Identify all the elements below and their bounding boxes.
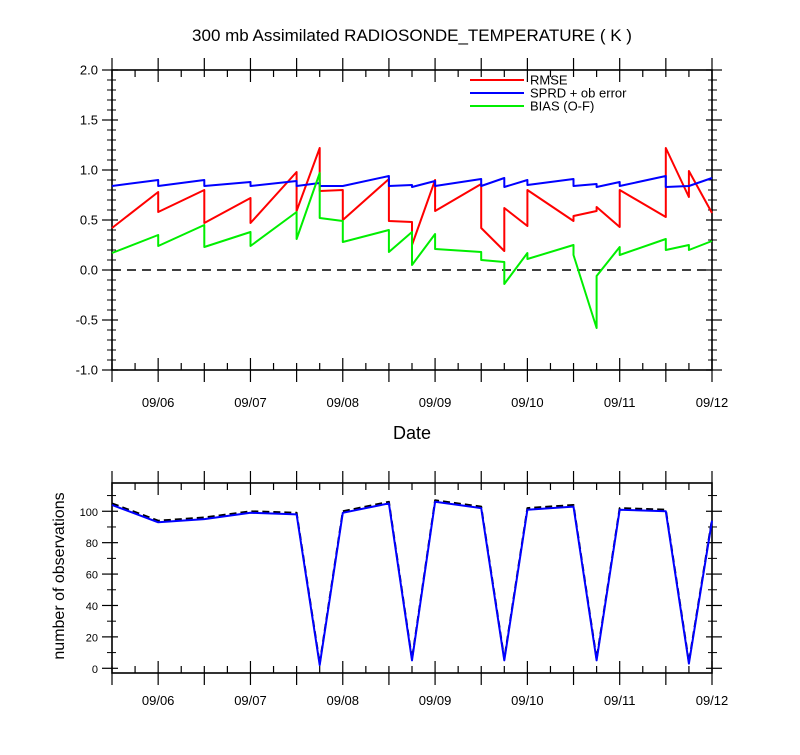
y-tick-label: 0 xyxy=(92,664,98,676)
x-tick-label: 09/08 xyxy=(326,395,359,410)
x-tick-label: 09/12 xyxy=(696,693,729,708)
chart-title: 300 mb Assimilated RADIOSONDE_TEMPERATUR… xyxy=(192,26,632,45)
y-tick-label: -0.5 xyxy=(76,313,98,328)
y-tick-label: 2.0 xyxy=(80,63,98,78)
series-line-0-2 xyxy=(111,172,713,329)
x-tick-label: 09/07 xyxy=(234,395,267,410)
x-tick-label: 09/09 xyxy=(419,395,452,410)
x-tick-label: 09/11 xyxy=(604,395,636,410)
x-tick-label: 09/06 xyxy=(142,395,175,410)
y-tick-label: 1.5 xyxy=(80,113,98,128)
y-tick-label: 60 xyxy=(86,570,98,582)
y-tick-label: 0.5 xyxy=(80,213,98,228)
x-tick-label: 09/12 xyxy=(696,395,729,410)
bottom-plot: 09/06 09/07 09/08 09/09 09/10 09/11 09/12 100 80… xyxy=(80,471,729,708)
legend-label-1: SPRD + ob error xyxy=(530,86,627,101)
legend-label-0: RMSE xyxy=(530,73,568,88)
x-tick-label: 09/10 xyxy=(511,693,544,708)
series-line-1-1 xyxy=(111,500,713,667)
x-tick-label: 09/10 xyxy=(511,395,544,410)
y-tick-label: 80 xyxy=(86,538,98,550)
x-tick-label: 09/11 xyxy=(604,693,636,708)
series-line-0-1 xyxy=(111,175,713,188)
legend-label-2: BIAS (O-F) xyxy=(530,99,594,114)
y-tick-label: 100 xyxy=(80,507,98,519)
x-tick-label: 09/09 xyxy=(419,693,452,708)
y-tick-label: -1.0 xyxy=(76,363,98,378)
y-axis-label-observations: number of observations xyxy=(51,492,68,659)
plot-frame xyxy=(111,482,713,674)
x-axis-label: Date xyxy=(393,423,431,443)
plot-frame xyxy=(111,69,713,371)
x-tick-label: 09/08 xyxy=(326,693,359,708)
x-tick-label: 09/07 xyxy=(234,693,267,708)
y-tick-label: 1.0 xyxy=(80,163,98,178)
y-tick-label: 0.0 xyxy=(80,263,98,278)
series-line-0-0 xyxy=(111,147,713,252)
series-line-1-0 xyxy=(111,499,713,665)
y-tick-label: 40 xyxy=(86,601,98,613)
y-tick-label: 20 xyxy=(86,632,98,644)
x-tick-label: 09/06 xyxy=(142,693,175,708)
top-plot: 09/06 09/07 09/08 09/09 09/10 09/11 09/12 2.0 1.… xyxy=(76,58,729,410)
